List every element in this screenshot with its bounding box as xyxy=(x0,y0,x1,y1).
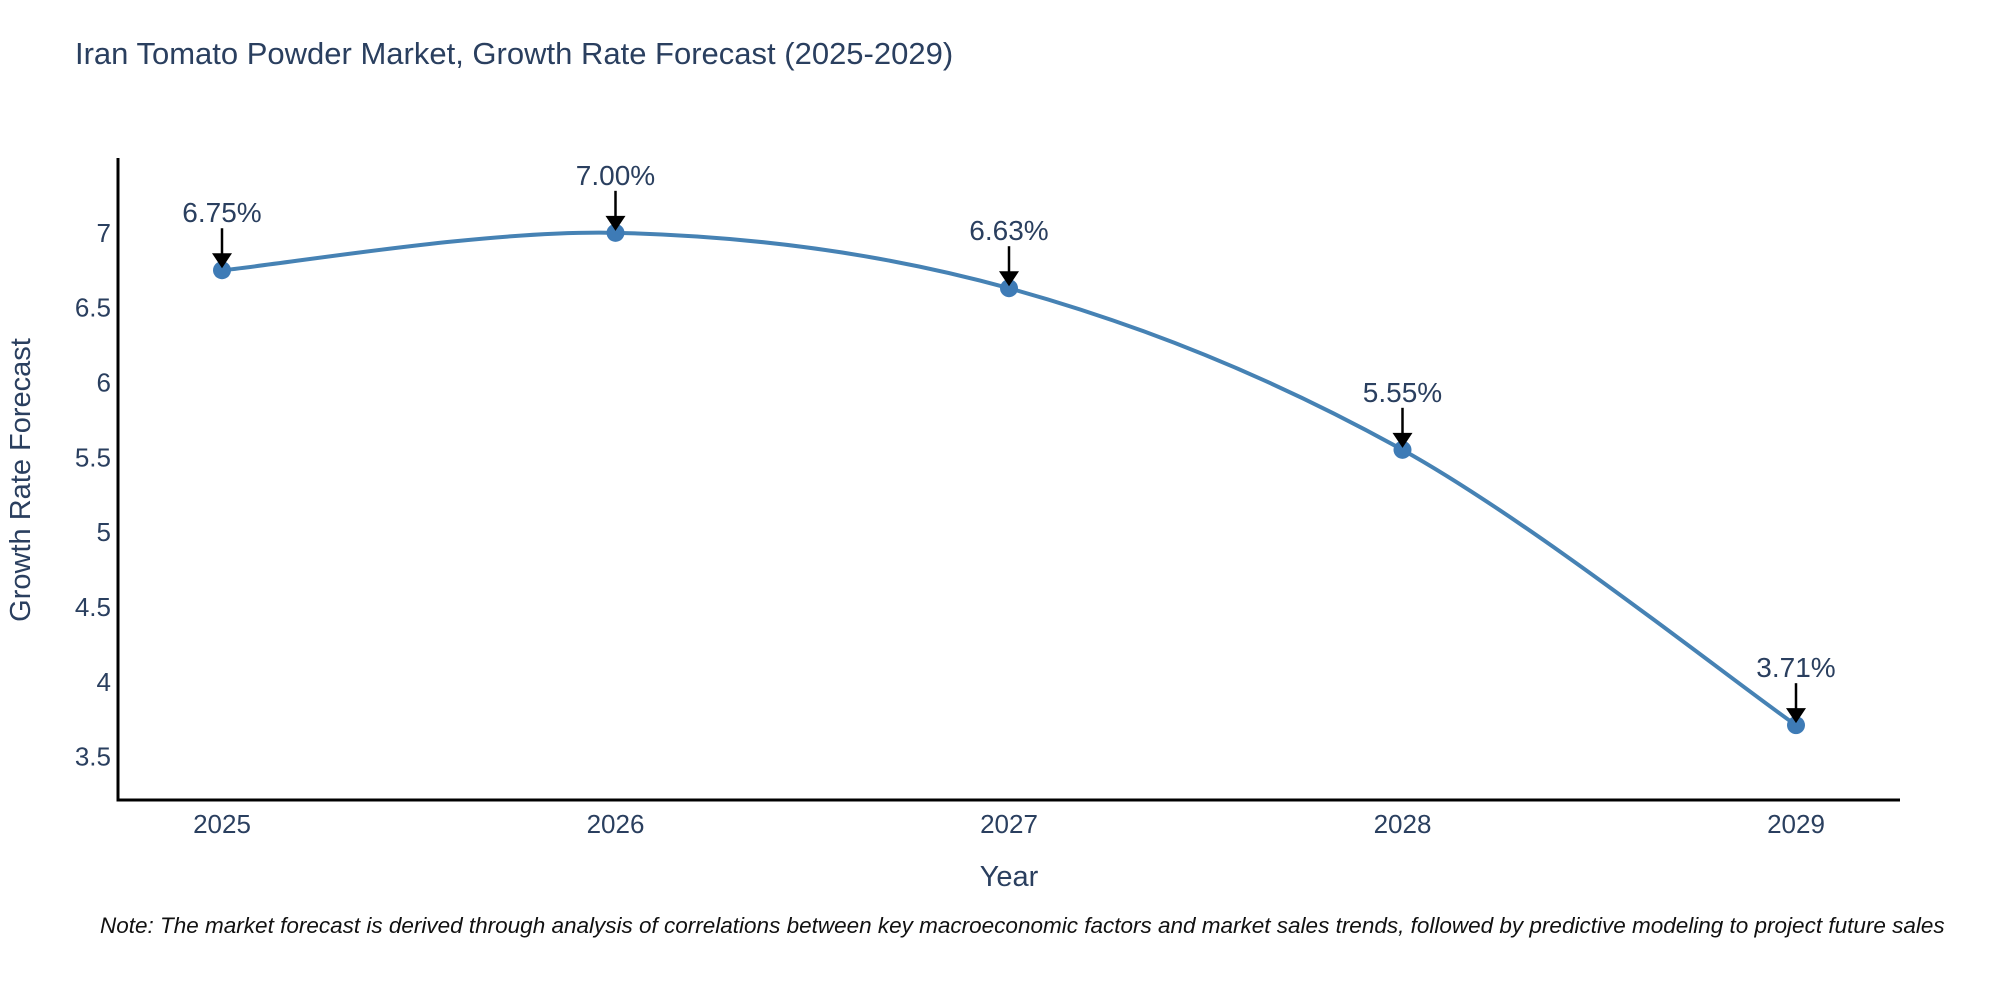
y-tick-label: 5.5 xyxy=(75,442,111,472)
y-tick-label: 4.5 xyxy=(75,592,111,622)
annotation-arrowhead-icon xyxy=(999,271,1019,287)
y-axis-title: Growth Rate Forecast xyxy=(5,338,37,622)
trend-line xyxy=(220,230,1798,728)
y-tick-label: 5 xyxy=(97,517,111,547)
y-tick-label: 6.5 xyxy=(75,293,111,323)
data-point-2025[interactable] xyxy=(213,261,231,280)
x-tick-label: 2027 xyxy=(980,809,1038,839)
x-tick-label: 2029 xyxy=(1767,809,1825,839)
point-value-label: 6.75% xyxy=(182,197,261,228)
y-tick-label: 4 xyxy=(97,667,111,697)
annotation-arrowhead-icon xyxy=(1786,708,1806,724)
point-value-label: 5.55% xyxy=(1363,377,1442,408)
y-tick-label: 6 xyxy=(97,367,111,397)
point-value-label: 3.71% xyxy=(1756,652,1835,683)
chart-generated-content: 3.5 4 4.5 5 5.5 6 6.5 7 2025 2026 2027 2028 2029 6.75… xyxy=(75,158,1900,839)
chart-title: Iran Tomato Powder Market, Growth Rate F… xyxy=(75,36,954,71)
y-tick-label: 3.5 xyxy=(75,742,111,772)
data-point-2028[interactable] xyxy=(1393,440,1412,459)
data-point-2029[interactable] xyxy=(1787,716,1805,735)
point-value-label: 7.00% xyxy=(576,160,655,191)
annotation-arrowhead-icon xyxy=(1392,432,1413,448)
point-value-label: 6.63% xyxy=(969,215,1048,246)
annotation-arrowhead-icon xyxy=(605,215,626,231)
x-axis-title: Year xyxy=(980,861,1039,893)
data-point-2027[interactable] xyxy=(1000,279,1018,298)
x-tick-label: 2028 xyxy=(1374,809,1432,839)
y-tick-label: 7 xyxy=(97,218,111,248)
footnote: Note: The market forecast is derived thr… xyxy=(100,913,1945,938)
x-tick-label: 2026 xyxy=(587,809,645,839)
data-point-2026[interactable] xyxy=(606,223,625,242)
x-tick-label: 2025 xyxy=(193,809,251,839)
annotation-arrowhead-icon xyxy=(212,253,232,269)
